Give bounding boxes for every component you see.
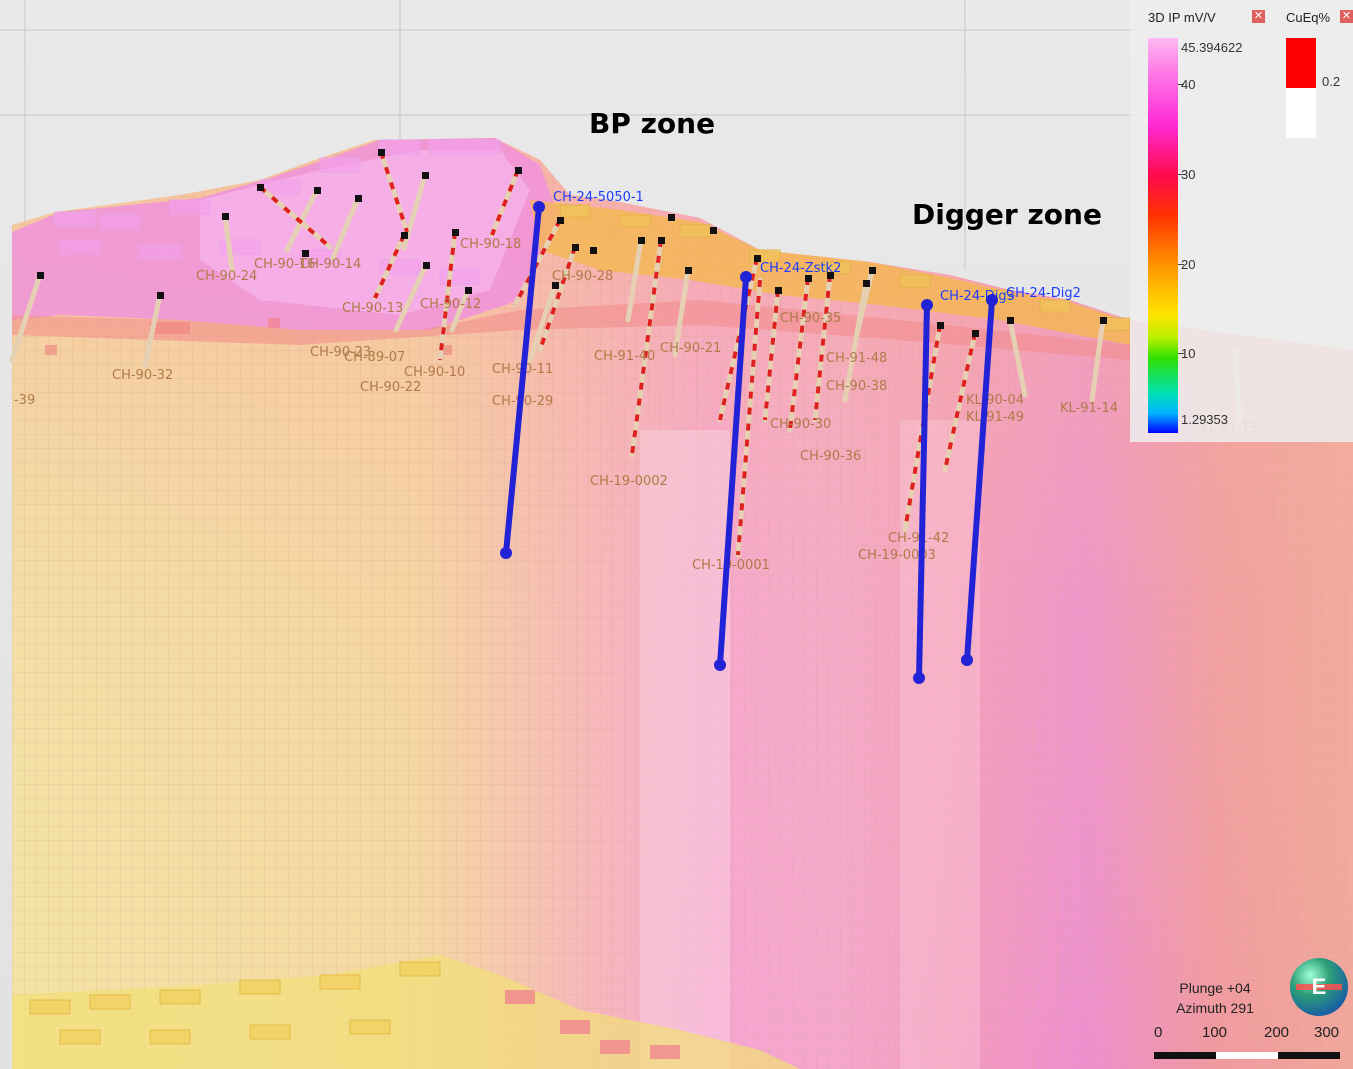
ip-legend-title: 3D IP mV/V [1148,10,1216,25]
drill-trace[interactable] [717,274,749,668]
new-hole-label: CH-24-Dig3 [940,289,1015,304]
plunge-readout: Plunge +04 [1179,980,1251,996]
hole-label: CH-90-10 [404,365,465,380]
ip-tick-mark [1178,264,1184,265]
ip-color-ramp [1148,38,1178,433]
hole-label: CH-90-36 [800,449,861,464]
hole-label: CH-90-35 [780,311,841,326]
hole-label: KL-90-04 [966,393,1024,408]
hole-label: CH-91-42 [888,531,949,546]
compass-letter: E [1311,974,1327,999]
ip-pale-column [640,430,730,1069]
cueq-tick-label: 0.2 [1322,74,1341,89]
ip-max-label: 45.394622 [1181,40,1243,55]
hole-label: -39 [14,393,35,408]
ip-tick-label: 30 [1181,167,1196,182]
hole-label: CH-90-16 [254,257,315,272]
hole-label: CH-90-12 [420,297,481,312]
drill-endpoint[interactable] [986,294,998,306]
ip-legend-close-icon[interactable]: ✕ [1252,10,1265,23]
cueq-legend-title: CuEq% [1286,10,1331,25]
ip-pale-column [900,420,980,1069]
bp-zone-label: BP zone [589,107,715,140]
new-drill-hole[interactable]: CH-24-5050-1 [500,190,644,559]
historical-drill-holes [9,149,1243,558]
drill-trace[interactable] [503,204,542,556]
hole-label: KL-91-49 [966,410,1024,425]
sky-grid [0,0,1353,270]
drill-endpoint[interactable] [921,299,933,311]
cueq-low-swatch [1286,88,1316,138]
hole-label: CH-90-21 [660,341,721,356]
scale-bar: 0 100 200 300 [1150,1024,1345,1069]
drill-endpoint[interactable] [500,547,512,559]
scale-segment [1278,1052,1340,1059]
cueq-high-swatch [1286,38,1316,88]
digger-zone-label: Digger zone [912,198,1102,231]
new-drill-hole[interactable]: CH-24-Dig3 [913,289,1015,684]
hole-label: CH-90-22 [360,380,421,395]
hole-label: CH-90-32 [112,368,173,383]
ip-min-label: 1.29353 [1181,412,1228,427]
cueq-legend-close-icon[interactable]: ✕ [1340,10,1353,23]
hole-label: CH-90-24 [196,269,257,284]
hole-label: CH-90-30 [770,417,831,432]
hole-label: CH-19-0001 [692,558,770,573]
hole-label: CH-19-0002 [590,474,668,489]
cueq-color-ramp [1286,38,1316,138]
drill-trace[interactable] [916,302,930,681]
hole-label: CH-90-38 [826,379,887,394]
ip-tick-mark [1178,84,1184,85]
drill-endpoint[interactable] [913,672,925,684]
drill-endpoint[interactable] [714,659,726,671]
hole-label: CH-19-0003 [858,548,936,563]
drill-endpoint[interactable] [961,654,973,666]
view-orientation: Plunge +04 Azimuth 291 [1150,978,1280,1018]
ip-tick-label: 40 [1181,77,1196,92]
hole-label: CH-90-23 [310,345,371,360]
drill-endpoint[interactable] [533,201,545,213]
new-hole-label: CH-24-Zstk2 [760,261,841,276]
ip-tick-mark [1178,353,1184,354]
hole-label: CH-91-48 [826,351,887,366]
new-drill-hole[interactable]: CH-24-Zstk2 [714,261,841,671]
scale-segment [1154,1052,1216,1059]
scale-segment [1216,1052,1278,1059]
hole-label: CH-90-13 [342,301,403,316]
new-drill-hole[interactable]: CH-24-Dig2 [961,286,1081,666]
scale-label: 0 [1154,1024,1163,1041]
ip-tick-label: 10 [1181,346,1196,361]
hole-label: CH-91-40 [594,349,655,364]
orientation-globe-icon[interactable]: E [1290,958,1348,1016]
deep-blocks [12,955,800,1069]
new-hole-label: CH-24-5050-1 [553,190,644,205]
new-drill-holes[interactable]: CH-24-5050-1 CH-24-Zstk2 CH-24-Dig3CH-24-D… [500,190,1081,684]
hole-label: CH-90-14 [300,257,361,272]
ip-tick-label: 20 [1181,257,1196,272]
scale-label: 200 [1264,1024,1290,1041]
ip-tick-mark [1178,174,1184,175]
scale-label: 300 [1314,1024,1340,1041]
hole-label: KL-91-14 [1060,401,1118,416]
compass-band [1296,984,1342,990]
azimuth-readout: Azimuth 291 [1176,1000,1254,1016]
new-hole-label: CH-24-Dig2 [1006,286,1081,301]
hole-label: CH-90-18 [460,237,521,252]
drill-trace[interactable] [964,297,995,663]
drill-endpoint[interactable] [740,271,752,283]
hole-label: CH-89-07 [344,350,405,365]
scale-label: 100 [1202,1024,1228,1041]
hole-label: CH-90-28 [552,269,613,284]
